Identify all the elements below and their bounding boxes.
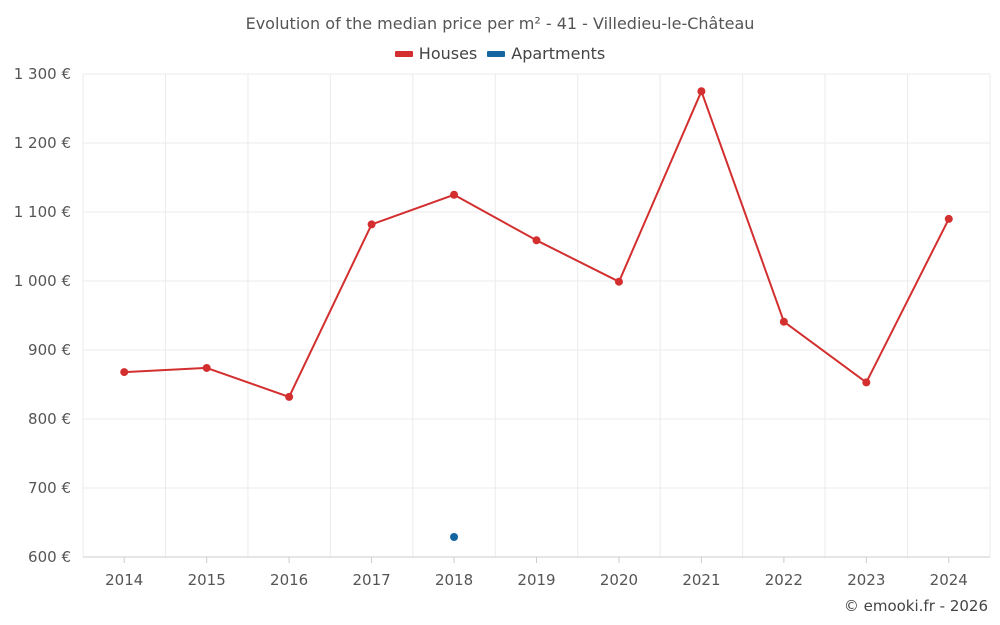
chart-title: Evolution of the median price per m² - 4… xyxy=(245,14,755,33)
x-tick-label: 2023 xyxy=(847,571,885,589)
x-tick-label: 2016 xyxy=(270,571,308,589)
y-tick-label: 800 € xyxy=(28,410,71,428)
y-tick-label: 1 000 € xyxy=(14,272,71,290)
data-point-houses xyxy=(120,368,129,377)
x-tick-label: 2017 xyxy=(352,571,390,589)
x-tick-label: 2024 xyxy=(930,571,968,589)
legend-label-houses: Houses xyxy=(418,44,478,63)
data-point-houses xyxy=(862,378,871,387)
y-tick-label: 700 € xyxy=(28,479,71,497)
data-point-houses xyxy=(285,392,294,401)
data-point-houses xyxy=(450,190,459,199)
legend-item-apartments[interactable]: Apartments xyxy=(487,44,605,63)
legend-item-houses[interactable]: Houses xyxy=(394,44,478,63)
legend-swatch-apartments xyxy=(487,50,506,57)
data-point-houses xyxy=(532,236,541,245)
legend-label-apartments: Apartments xyxy=(511,44,606,63)
y-tick-label: 600 € xyxy=(28,548,71,566)
data-point-houses xyxy=(779,317,788,326)
legend: Houses Apartments xyxy=(0,44,1000,63)
x-tick-label: 2018 xyxy=(435,571,473,589)
x-tick-label: 2022 xyxy=(765,571,803,589)
credit-text: © emooki.fr - 2026 xyxy=(843,597,988,615)
y-tick-label: 1 300 € xyxy=(14,65,71,83)
y-tick-label: 1 100 € xyxy=(14,203,71,221)
data-point-houses xyxy=(202,363,211,372)
x-tick-label: 2021 xyxy=(682,571,720,589)
x-tick-label: 2020 xyxy=(600,571,638,589)
data-point-houses xyxy=(367,220,376,229)
data-point-apartments xyxy=(450,532,459,541)
data-point-houses xyxy=(614,277,623,286)
y-tick-label: 1 200 € xyxy=(14,134,71,152)
x-tick-label: 2014 xyxy=(105,571,143,589)
data-point-houses xyxy=(944,214,953,223)
y-tick-label: 900 € xyxy=(28,341,71,359)
data-point-houses xyxy=(697,87,706,96)
x-tick-label: 2015 xyxy=(188,571,226,589)
legend-swatch-houses xyxy=(394,50,413,57)
x-tick-label: 2019 xyxy=(517,571,555,589)
